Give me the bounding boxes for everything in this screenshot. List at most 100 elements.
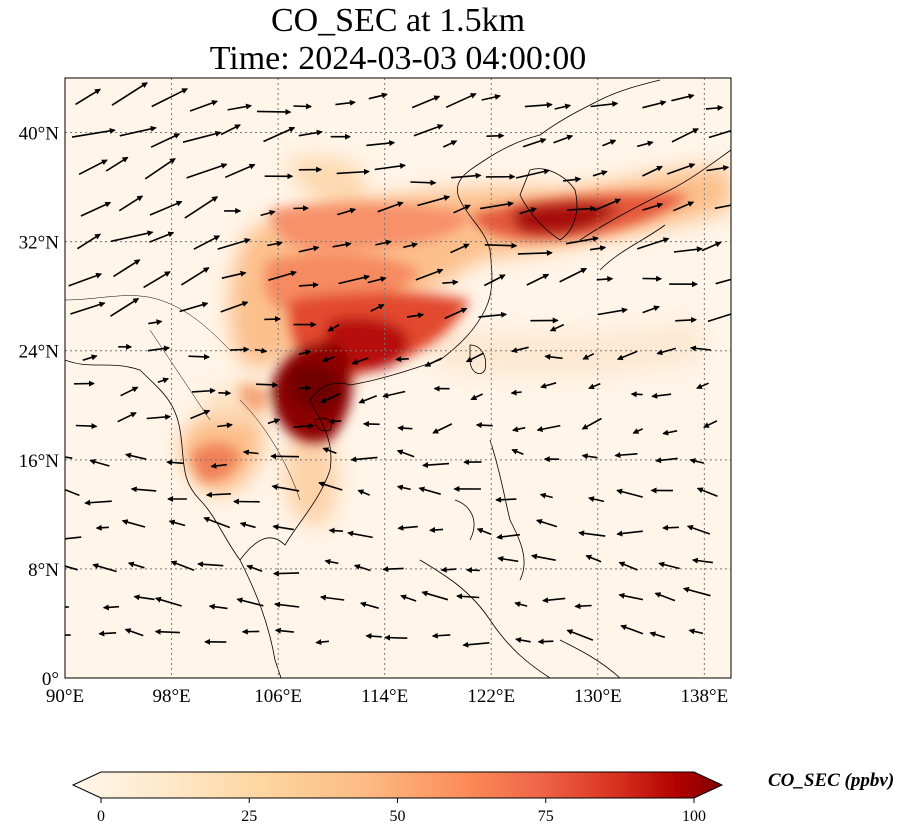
wind-arrow	[320, 392, 341, 404]
wind-arrow	[707, 313, 731, 323]
wind-arrow	[566, 629, 594, 641]
wind-arrow	[581, 453, 598, 460]
wind-vectors	[65, 82, 731, 648]
wind-arrow	[413, 124, 444, 137]
wind-arrow	[335, 99, 356, 106]
wind-arrow	[403, 242, 418, 249]
wind-arrow	[370, 303, 385, 312]
wind-arrow	[688, 628, 704, 635]
wind-arrow	[590, 100, 619, 108]
wind-arrow	[298, 245, 320, 253]
wind-arrow	[484, 242, 518, 249]
wind-arrow	[182, 130, 222, 143]
x-tick-label: 90°E	[46, 686, 84, 707]
coastline-mainland-southeast-asia	[65, 359, 282, 678]
coastline-hainan	[314, 417, 332, 432]
wind-arrow	[263, 126, 296, 143]
wind-arrow	[82, 354, 98, 361]
wind-arrow	[574, 603, 592, 610]
wind-arrow	[581, 417, 602, 430]
wind-arrow	[327, 324, 340, 332]
wind-arrow	[256, 108, 292, 115]
wind-arrow	[84, 499, 112, 506]
wind-arrow	[705, 104, 724, 111]
wind-arrow	[515, 168, 550, 179]
wind-arrow	[186, 163, 228, 179]
wind-arrow	[75, 423, 98, 430]
wind-arrow	[445, 93, 477, 109]
wind-arrow	[418, 486, 441, 495]
wind-arrow	[585, 554, 602, 563]
wind-arrow	[315, 639, 329, 646]
wind-arrow	[293, 422, 315, 429]
wind-arrow	[530, 553, 556, 561]
wind-arrow	[224, 163, 256, 179]
coastline-china	[239, 79, 661, 561]
coastline-philippines	[454, 439, 525, 581]
wind-arrow	[205, 491, 231, 498]
wind-arrow	[190, 409, 211, 420]
wind-arrow	[68, 272, 103, 287]
coastline-japan	[579, 149, 731, 271]
wind-arrow	[620, 624, 644, 635]
wind-arrow	[522, 138, 547, 148]
y-tick-label: 24°N	[19, 342, 60, 363]
concentration-field	[65, 78, 731, 678]
wind-arrow	[217, 422, 233, 429]
wind-arrow	[519, 207, 537, 215]
wind-arrow	[708, 129, 731, 139]
coastline-taiwan	[469, 344, 487, 374]
wind-arrow	[70, 301, 106, 315]
wind-arrow	[298, 349, 312, 356]
wind-arrow	[268, 270, 297, 281]
wind-arrow	[274, 601, 300, 608]
wind-arrow	[442, 279, 459, 286]
wind-arrow	[462, 641, 490, 648]
wind-arrow	[432, 423, 453, 434]
wind-arrow	[65, 488, 80, 497]
wind-arrow	[365, 633, 382, 640]
wind-arrow	[701, 241, 722, 252]
wind-arrow	[121, 519, 146, 528]
wind-arrow	[475, 422, 493, 429]
wind-arrow	[673, 246, 703, 253]
wind-arrow	[431, 632, 451, 639]
wind-arrow	[105, 156, 129, 172]
wind-arrow	[632, 428, 644, 434]
wind-arrow	[328, 418, 342, 425]
wind-arrow	[267, 240, 283, 247]
wind-arrow	[588, 496, 605, 503]
wind-arrow	[578, 530, 606, 537]
wind-arrow	[324, 558, 339, 565]
wind-arrow	[144, 158, 176, 180]
wind-arrow	[264, 316, 282, 323]
wind-arrow	[696, 382, 709, 389]
wind-arrow	[479, 201, 514, 210]
wind-arrow	[483, 274, 506, 287]
wind-arrow	[559, 267, 588, 283]
wind-arrow	[593, 198, 622, 212]
wind-arrow	[189, 100, 218, 112]
wind-arrow	[395, 356, 409, 363]
wind-arrow	[119, 125, 157, 137]
wind-arrow	[133, 594, 155, 601]
wind-arrow	[597, 307, 628, 316]
wind-arrow	[362, 420, 380, 427]
wind-arrow	[682, 586, 711, 597]
wind-arrow	[146, 414, 172, 420]
wind-arrow	[298, 385, 312, 392]
wind-arrow	[470, 393, 483, 401]
wind-arrow	[350, 456, 378, 463]
wind-arrow	[184, 196, 219, 219]
wind-arrow	[149, 231, 175, 243]
wind-arrow	[124, 628, 144, 637]
colorbar: 0 25 50 75 100	[71, 771, 724, 825]
wind-arrow	[147, 345, 170, 352]
wind-arrow	[166, 459, 184, 466]
wind-arrow	[444, 307, 468, 320]
wind-arrow	[322, 447, 337, 455]
y-tick-label: 32°N	[19, 233, 60, 254]
wind-arrow	[497, 556, 519, 563]
wind-arrow	[512, 426, 526, 433]
